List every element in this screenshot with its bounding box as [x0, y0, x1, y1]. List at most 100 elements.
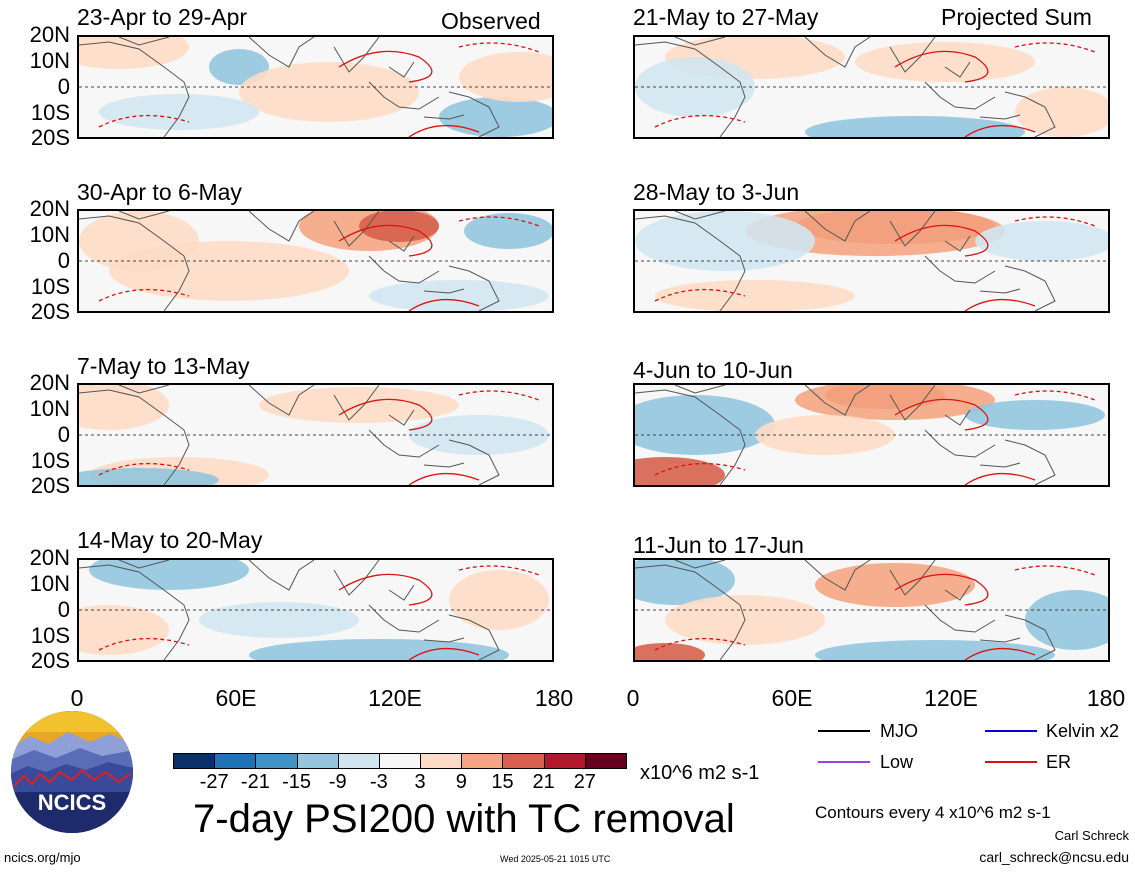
er-contour — [894, 50, 989, 83]
er-contour — [98, 462, 190, 476]
panel-title-left-3: 7-May to 13-May — [77, 353, 250, 379]
coastline — [368, 429, 440, 458]
colorbar-swatch — [337, 753, 380, 769]
colorbar — [173, 753, 627, 771]
er-contour — [964, 647, 1036, 660]
ncics-logo: NCICS — [10, 710, 134, 834]
coastline — [118, 560, 170, 569]
coastline — [368, 604, 440, 633]
anomaly-shading — [79, 211, 199, 271]
lat-tick-label: 10S — [30, 274, 70, 299]
coastline — [79, 564, 190, 660]
ncics-logo-graphic: NCICS — [11, 711, 133, 833]
anomaly-shading — [459, 52, 552, 102]
map-panel — [633, 209, 1110, 313]
coastline — [1004, 91, 1056, 137]
anomaly-shading — [965, 400, 1105, 430]
coastline — [448, 265, 500, 311]
panel-title-right-3: 4-Jun to 10-Jun — [633, 357, 793, 383]
coastline — [118, 385, 170, 394]
legend-line-low — [818, 761, 870, 763]
lat-tick-label: 0 — [57, 422, 70, 447]
map-panel — [633, 558, 1110, 662]
colorbar-tick-label: 27 — [573, 771, 596, 793]
er-contour — [894, 224, 989, 257]
coastline — [388, 235, 415, 252]
colorbar-tick-label: 21 — [532, 771, 555, 793]
panel-title-left-4: 14-May to 20-May — [77, 527, 263, 553]
anomaly-shading — [449, 570, 549, 630]
er-contour — [458, 42, 540, 53]
anomaly-shading — [635, 211, 815, 271]
coastline — [368, 81, 440, 110]
map-canvas — [635, 211, 1108, 311]
panel-title-right-1: 21-May to 27-May — [633, 4, 819, 30]
coastline — [1004, 265, 1056, 311]
coastline — [248, 385, 315, 416]
colorbar-swatch — [214, 753, 257, 769]
site-link[interactable]: ncics.org/mjo — [4, 850, 81, 865]
colorbar-swatch — [378, 753, 422, 769]
map-canvas — [635, 385, 1108, 485]
colorbar-tick-label: 15 — [491, 771, 514, 793]
coastline — [388, 584, 415, 601]
coastline — [118, 211, 170, 220]
coastline — [674, 560, 726, 569]
anomaly-shading — [635, 457, 725, 485]
coastline — [979, 462, 1021, 468]
lat-tick-label: 20S — [30, 648, 70, 673]
anomaly-shading — [439, 97, 552, 137]
lat-tick-label: 20N — [29, 22, 70, 47]
contour-note: Contours every 4 x10^6 m2 s-1 — [815, 803, 1051, 822]
map-canvas — [635, 560, 1108, 660]
coastline — [248, 560, 315, 591]
lon-tick-label: 180 — [1086, 685, 1126, 711]
author-email[interactable]: carl_schreck@ncsu.edu — [979, 849, 1129, 865]
er-contour — [98, 288, 190, 302]
coastline — [889, 211, 936, 247]
lat-tick-label: 10N — [29, 571, 70, 596]
er-contour — [408, 647, 480, 660]
map-panel — [77, 558, 554, 662]
coastline — [944, 61, 971, 78]
colorbar-swatch — [584, 753, 627, 769]
coastline — [448, 614, 500, 660]
legend-line-er — [985, 761, 1037, 763]
map-panel — [77, 383, 554, 487]
coastline — [924, 255, 996, 284]
coastline — [804, 37, 871, 68]
legend-label-er: ER — [1046, 752, 1072, 772]
anomaly-shading — [89, 560, 249, 590]
er-contour — [1014, 216, 1096, 227]
er-contour — [408, 298, 480, 311]
colorbar-swatch — [461, 753, 504, 769]
anomaly-shading — [635, 643, 705, 660]
coastline — [388, 61, 415, 78]
anomaly-shading — [635, 395, 775, 455]
coastline — [118, 37, 170, 46]
er-contour — [894, 398, 989, 431]
anomaly-shading — [464, 213, 552, 249]
anomaly-shading — [1025, 590, 1108, 650]
er-contour — [338, 398, 433, 431]
er-contour — [458, 390, 540, 401]
coastline — [448, 439, 500, 485]
legend-label-kelvin: Kelvin x2 — [1046, 721, 1120, 741]
er-contour — [1014, 390, 1096, 401]
coastline — [333, 560, 380, 596]
er-contour — [654, 637, 746, 651]
legend-label-mjo: MJO — [880, 721, 918, 741]
projected-sum-label: Projected Sum — [941, 4, 1092, 30]
lat-tick-label: 0 — [57, 597, 70, 622]
anomaly-shading — [99, 94, 259, 130]
coastline — [388, 409, 415, 426]
coastline — [423, 462, 465, 468]
anomaly-shading — [369, 280, 549, 311]
colorbar-tick-label: -9 — [328, 771, 347, 793]
lat-tick-label: 20N — [29, 196, 70, 221]
coastline — [248, 211, 315, 242]
coastline — [635, 389, 746, 485]
anomaly-shading — [815, 640, 1055, 660]
anomaly-shading — [79, 385, 169, 430]
coastline — [333, 385, 380, 421]
